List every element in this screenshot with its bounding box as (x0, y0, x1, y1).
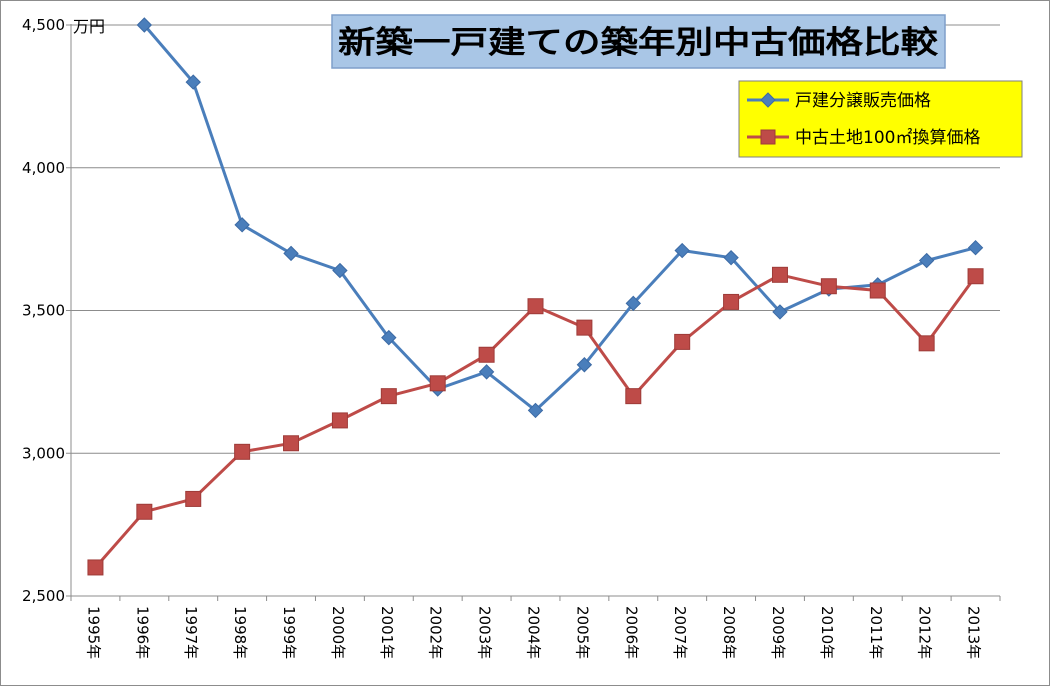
x-tick-label: 2009年 (769, 606, 787, 659)
data-point-diamond (967, 239, 984, 256)
data-point-diamond (674, 242, 690, 259)
x-tick-label: 2004年 (525, 606, 543, 659)
data-point-diamond (234, 217, 250, 233)
data-point-diamond (332, 262, 348, 279)
legend-diamond-marker (760, 92, 776, 108)
legend-box (738, 80, 1023, 158)
data-point-diamond (185, 74, 201, 90)
series-chuko-tochi (87, 266, 984, 576)
data-point-square (234, 443, 251, 460)
data-point-diamond (772, 304, 788, 320)
data-point-diamond (283, 245, 299, 262)
unit-label: 万円 (73, 17, 105, 36)
data-point-diamond (576, 357, 593, 373)
data-point-square (283, 435, 300, 452)
y-tick-label: 4,500 (22, 16, 65, 34)
data-point-diamond (478, 364, 495, 380)
data-point-square (527, 298, 544, 315)
x-tick-label: 2006年 (622, 606, 640, 659)
data-point-square (723, 293, 740, 310)
x-tick-label: 2011年 (867, 606, 885, 659)
data-point-diamond (136, 17, 153, 33)
data-point-square (820, 278, 837, 295)
data-point-diamond (381, 329, 397, 346)
y-tick-label: 4,000 (22, 159, 65, 177)
data-point-square (185, 490, 202, 507)
data-point-square (674, 333, 691, 350)
x-tick-label: 1997年 (182, 606, 200, 659)
series-line (94, 273, 977, 569)
axes (66, 24, 1001, 601)
data-point-square (967, 268, 984, 285)
y-tick-label: 2,500 (22, 587, 65, 605)
x-tick-label: 2008年 (720, 606, 738, 659)
data-point-square (136, 503, 153, 520)
data-point-square (771, 266, 788, 283)
x-tick-label: 2010年 (818, 606, 836, 659)
x-tick-label: 1996年 (133, 606, 151, 659)
data-point-square (380, 388, 397, 405)
data-point-diamond (723, 249, 739, 266)
data-point-diamond (918, 252, 935, 269)
x-tick-label: 1998年 (231, 606, 249, 659)
x-axis-ticks: 1995年 1996年 1997年 1998年 1999年 2000年 2001年 2002年… (84, 606, 982, 659)
data-point-square (625, 388, 642, 405)
legend: 戸建分譲販売価格 中古土地100㎡換算価格 (738, 80, 1023, 158)
data-point-square (576, 319, 593, 336)
x-tick-label: 2013年 (965, 606, 983, 659)
x-tick-label: 2005年 (573, 606, 591, 659)
data-point-square (429, 375, 446, 392)
x-tick-label: 2012年 (916, 606, 934, 659)
data-point-square (918, 335, 935, 352)
chart-title: 新築一戸建ての築年別中古価格比較 (331, 14, 946, 69)
legend-label-1: 戸建分譲販売価格 (795, 91, 931, 111)
x-tick-label: 2000年 (329, 606, 347, 659)
x-tick-label: 2002年 (427, 606, 445, 659)
data-point-square (87, 559, 104, 576)
series-lines (87, 17, 984, 576)
x-tick-label: 2003年 (476, 606, 494, 659)
x-tick-label: 2001年 (378, 606, 396, 659)
data-point-square (869, 282, 886, 299)
title-box (331, 14, 946, 69)
x-tick-label: 1995年 (84, 606, 102, 659)
y-tick-label: 3,000 (22, 444, 65, 462)
y-tick-label: 3,500 (22, 302, 65, 320)
legend-square-marker (760, 129, 776, 145)
data-point-diamond (625, 295, 641, 312)
data-point-square (478, 346, 495, 363)
chart-title-text: 新築一戸建ての築年別中古価格比較 (338, 25, 939, 61)
x-tick-label: 1999年 (280, 606, 298, 659)
legend-label-2: 中古土地100㎡換算価格 (795, 128, 980, 148)
y-axis-ticks: 2,500 3,000 3,500 4,000 4,500 (22, 16, 65, 605)
data-point-diamond (527, 402, 544, 419)
series-kodate-bunjo (136, 17, 984, 419)
data-point-square (331, 412, 348, 429)
x-tick-label: 2007年 (671, 606, 689, 659)
